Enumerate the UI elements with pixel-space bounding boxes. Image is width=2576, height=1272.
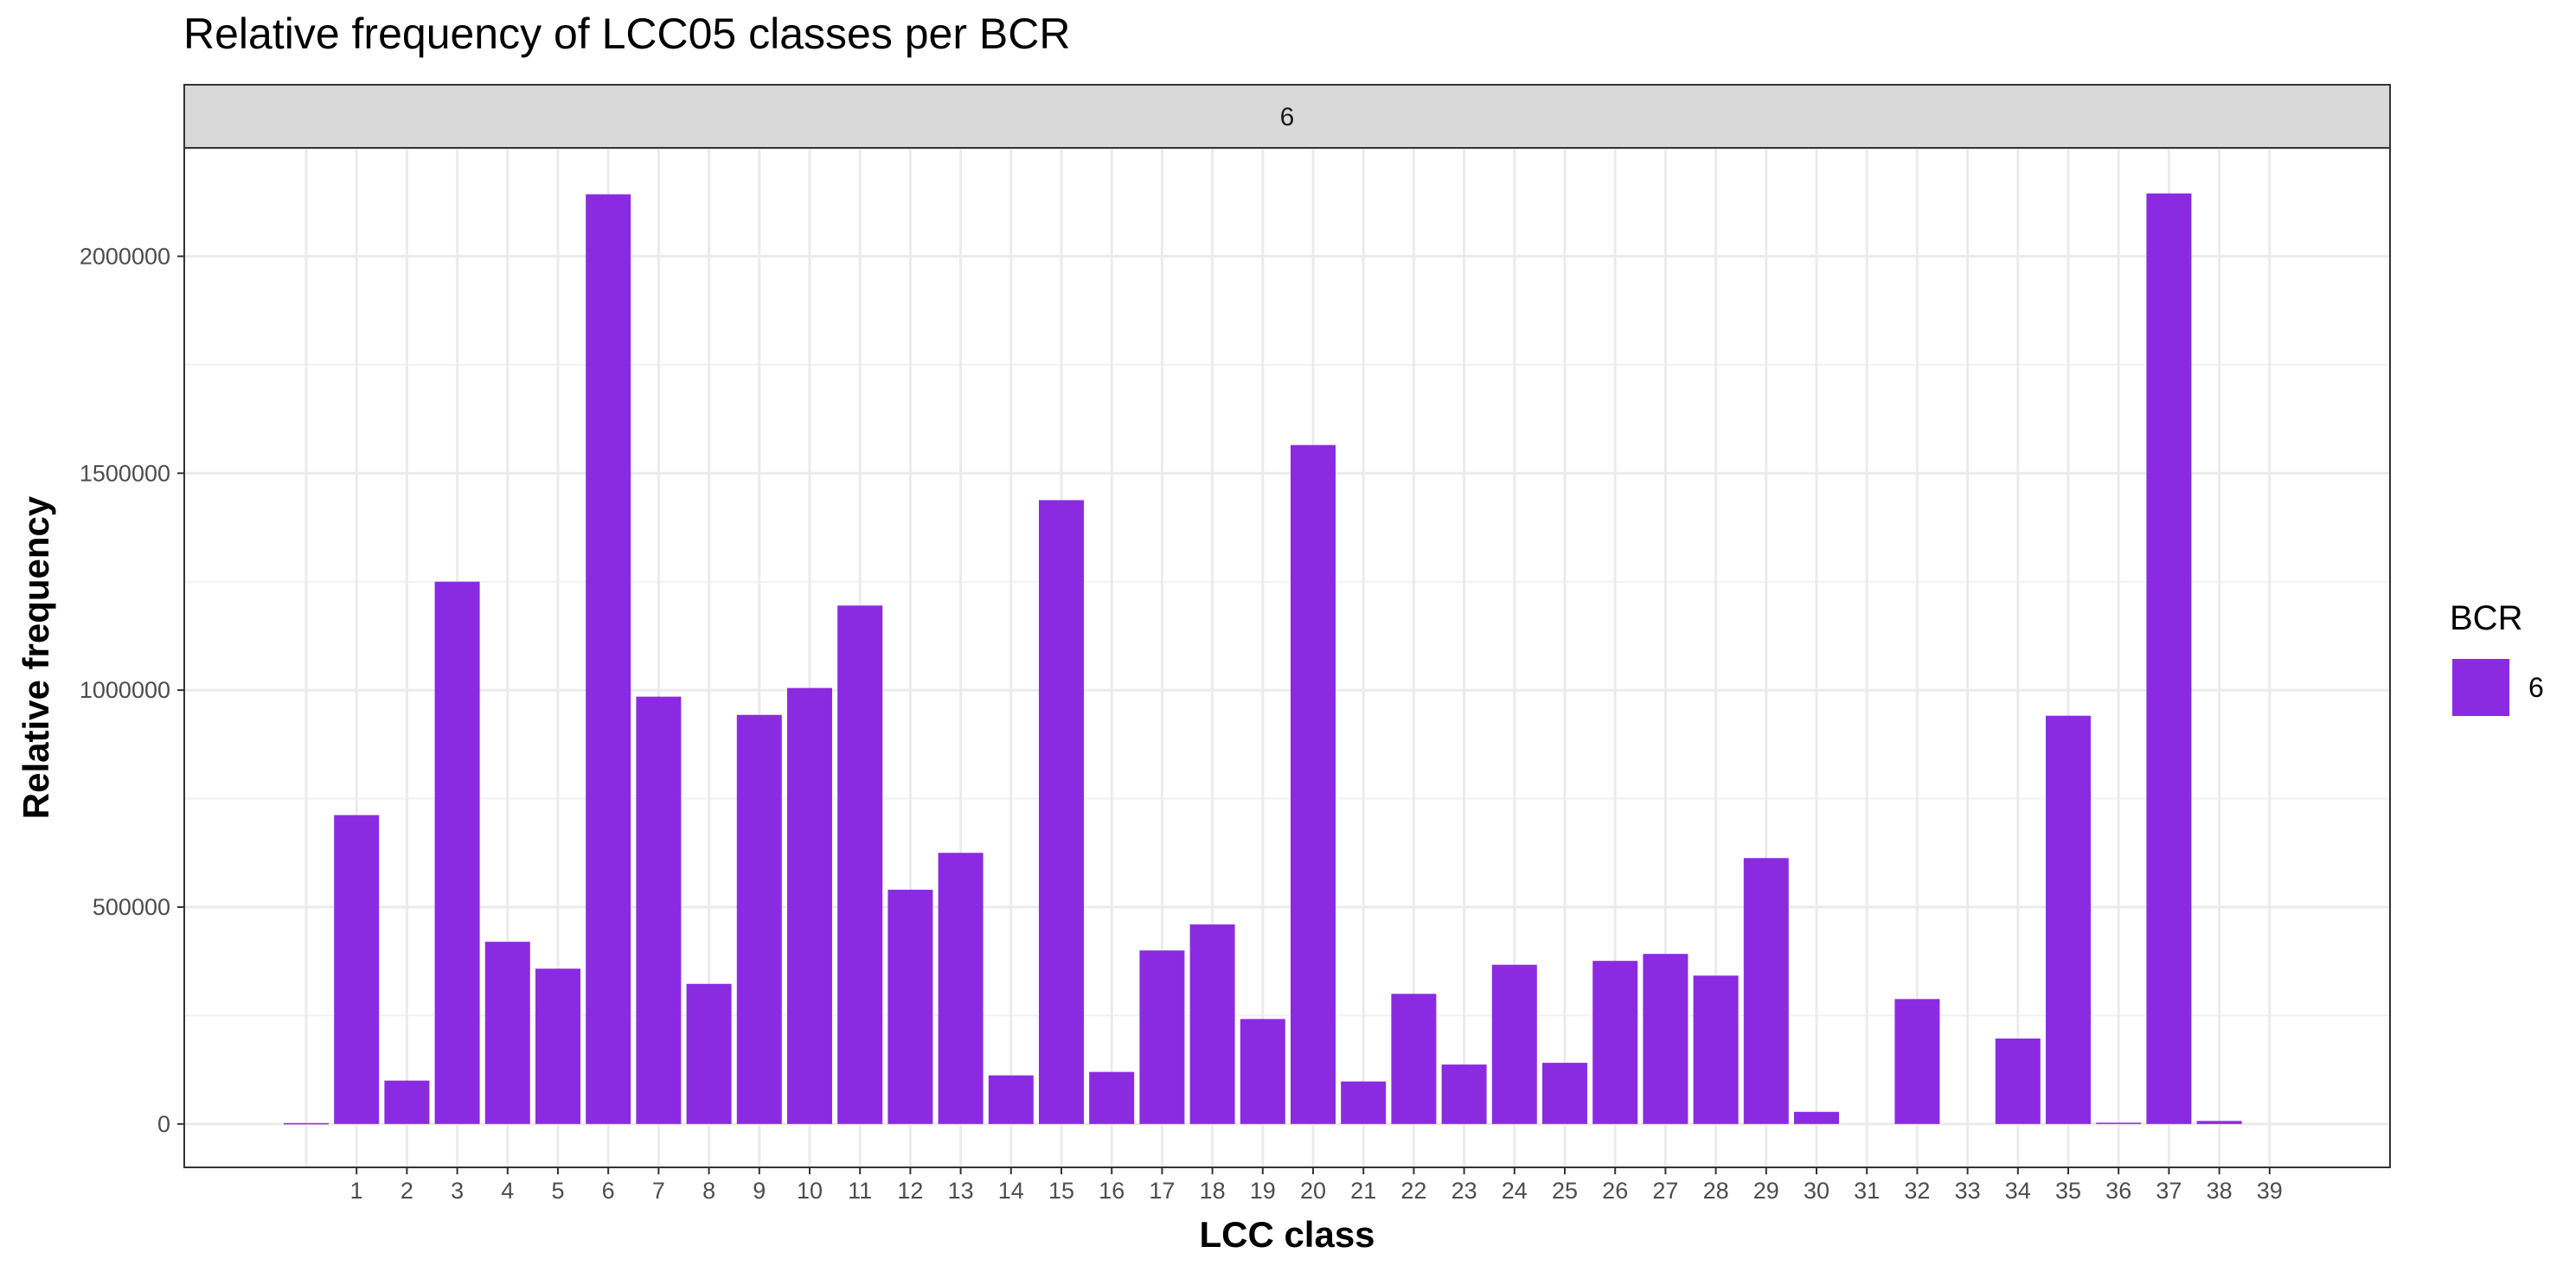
bar [837, 605, 883, 1124]
bar [1089, 1071, 1135, 1124]
x-tick-label: 10 [797, 1178, 823, 1204]
legend-title: BCR [2450, 599, 2522, 637]
x-tick-label: 2 [400, 1178, 413, 1204]
x-tick-label: 4 [501, 1178, 514, 1204]
x-axis: 1 2 3 4 5 6 7 8 9 10 11 12 13 14 15 16 17 18 19 20 21 22 23 24 2… [350, 1167, 2283, 1204]
x-tick-label: 7 [652, 1178, 665, 1204]
x-tick-label: 25 [1552, 1178, 1578, 1204]
bar [787, 687, 832, 1124]
x-tick-label: 17 [1149, 1178, 1175, 1204]
bar [434, 581, 480, 1124]
x-tick-label: 15 [1048, 1178, 1074, 1204]
x-tick-label: 24 [1502, 1178, 1528, 1204]
x-tick-label: 29 [1753, 1178, 1779, 1204]
bar [1643, 954, 1688, 1124]
bar [2196, 1121, 2242, 1124]
x-tick-label: 22 [1400, 1178, 1426, 1204]
x-tick-label: 14 [998, 1178, 1024, 1204]
x-tick-label: 35 [2055, 1178, 2081, 1204]
bar [535, 968, 580, 1124]
x-tick-label: 1 [350, 1178, 363, 1204]
facet-strip [183, 84, 2391, 149]
x-tick-label: 34 [2005, 1178, 2031, 1204]
x-tick-label: 18 [1200, 1178, 1226, 1204]
bar [938, 853, 984, 1124]
bar [1240, 1019, 1285, 1124]
x-tick-label: 11 [848, 1178, 872, 1204]
bar [2146, 193, 2192, 1124]
bar [384, 1080, 430, 1124]
x-tick-label: 8 [702, 1178, 715, 1204]
x-tick-label: 19 [1250, 1178, 1276, 1204]
bar [1039, 500, 1084, 1124]
legend-key [2452, 659, 2509, 716]
bar [636, 696, 682, 1124]
bar [586, 194, 631, 1124]
bar [1189, 924, 1235, 1124]
bar [1341, 1081, 1387, 1124]
bar [1693, 975, 1739, 1124]
y-axis-title: Relative frequency [16, 495, 56, 819]
y-tick-label: 2000000 [80, 243, 170, 269]
bar [334, 815, 380, 1124]
x-tick-label: 23 [1451, 1178, 1477, 1204]
x-tick-label: 6 [602, 1178, 615, 1204]
x-tick-label: 16 [1099, 1178, 1125, 1204]
bar [1894, 999, 1940, 1124]
x-tick-label: 27 [1652, 1178, 1678, 1204]
bar [2046, 715, 2091, 1124]
legend-label: 6 [2528, 672, 2544, 703]
bar [686, 983, 732, 1124]
bar [1391, 994, 1437, 1124]
bar [1139, 950, 1185, 1124]
bar [1441, 1064, 1487, 1124]
y-tick-label: 0 [157, 1111, 170, 1137]
x-tick-label: 9 [753, 1178, 766, 1204]
x-tick-label: 30 [1804, 1178, 1829, 1204]
bar [1794, 1111, 1839, 1124]
x-tick-label: 21 [1350, 1178, 1376, 1204]
x-tick-label: 39 [2257, 1178, 2283, 1204]
x-tick-label: 36 [2105, 1178, 2131, 1204]
x-tick-label: 33 [1955, 1178, 1981, 1204]
bar [1743, 858, 1789, 1124]
bar [1491, 964, 1537, 1124]
x-tick-label: 20 [1300, 1178, 1326, 1204]
x-tick-label: 3 [451, 1178, 464, 1204]
facet-strip-label: 6 [1280, 103, 1295, 131]
bar [284, 1122, 329, 1125]
x-axis-title: LCC class [1199, 1214, 1375, 1255]
bar [888, 889, 933, 1124]
y-tick-label: 1000000 [80, 677, 170, 703]
bar [1542, 1063, 1587, 1124]
x-tick-label: 32 [1904, 1178, 1930, 1204]
bar [484, 942, 530, 1124]
bar [2096, 1122, 2142, 1124]
x-tick-label: 13 [948, 1178, 974, 1204]
y-axis: 0 500000 1000000 1500000 2000000 [80, 243, 184, 1137]
x-tick-label: 28 [1703, 1178, 1729, 1204]
bar [1995, 1038, 2041, 1124]
bar [1592, 961, 1638, 1124]
legend: BCR 6 [2450, 599, 2544, 716]
bar [988, 1075, 1034, 1124]
x-tick-label: 31 [1854, 1178, 1880, 1204]
x-tick-label: 26 [1602, 1178, 1628, 1204]
x-tick-label: 37 [2156, 1178, 2182, 1204]
bars-layer [284, 193, 2242, 1125]
bar [1291, 444, 1336, 1124]
y-tick-label: 500000 [93, 894, 170, 920]
x-tick-label: 12 [897, 1178, 923, 1204]
x-tick-label: 38 [2207, 1178, 2233, 1204]
y-tick-label: 1500000 [80, 460, 170, 486]
bar [736, 714, 782, 1124]
x-tick-label: 5 [551, 1178, 564, 1204]
chart-title: Relative frequency of LCC05 classes per … [183, 10, 1071, 58]
